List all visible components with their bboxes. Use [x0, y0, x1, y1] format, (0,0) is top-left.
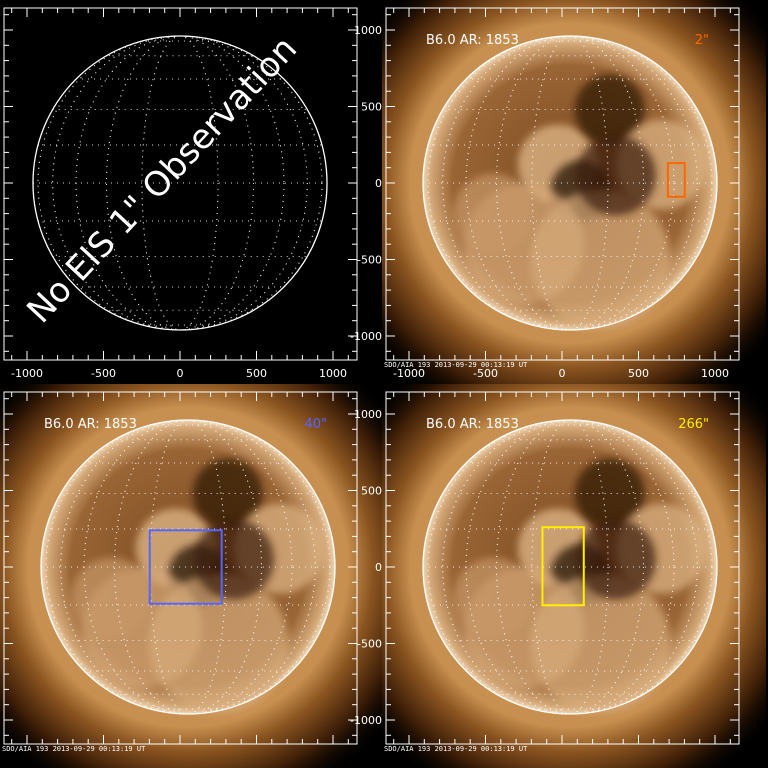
limb-circle [32, 35, 328, 331]
longitude-line [496, 35, 644, 331]
y-tick-label: 0 [375, 177, 382, 190]
image-footer: SDO/AIA 193 2013-09-29 00:13:19 UT [384, 361, 528, 369]
eis-fov-box [666, 162, 686, 198]
y-tick-label: -1000 [350, 330, 382, 343]
eis-fov-box [541, 526, 585, 607]
image-footer: SDO/AIA 193 2013-09-29 00:13:19 UT [384, 745, 528, 753]
no-observation-text: No EIS 1" Observation [19, 29, 305, 331]
x-tick-label: 0 [177, 367, 184, 380]
x-tick-label: -500 [473, 367, 498, 380]
y-tick-label: 1000 [354, 408, 382, 421]
x-tick-label: 1000 [319, 367, 347, 380]
y-tick-label: 1000 [354, 24, 382, 37]
limb-circle [422, 419, 718, 715]
solar-feature [530, 189, 671, 330]
panel-no-eis: -1000 -500 0 500 1000 No EIS 1" Observation [3, 7, 358, 380]
solar-feature [530, 573, 671, 714]
fov-label: 266" [678, 417, 709, 432]
solar-feature [575, 519, 656, 600]
panel-fov-266: 1000 500 0 -500 -1000 B6.0 AR: 1853 266" SDO/AI… [350, 384, 766, 768]
longitude-line [114, 419, 262, 715]
longitude-line [427, 419, 713, 715]
y-tick-label: 0 [375, 561, 382, 574]
active-region-label: B6.0 AR: 1853 [426, 417, 519, 432]
longitude-line [106, 35, 254, 331]
x-tick-label: 500 [246, 367, 267, 380]
y-tick-label: -500 [357, 638, 382, 651]
solar-feature [575, 135, 656, 216]
longitude-line [45, 419, 331, 715]
panel-fov-2: -1000 -500 0 500 1000 1000 500 0 -500 -1000 B6.0 A… [350, 0, 766, 384]
limb-circle [40, 419, 336, 715]
y-tick-label: -500 [357, 254, 382, 267]
sun-image [382, 384, 766, 768]
sun-image [382, 0, 766, 384]
x-tick-label: 1000 [701, 367, 729, 380]
x-tick-label: -500 [91, 367, 116, 380]
active-region-label: B6.0 AR: 1853 [44, 417, 137, 432]
longitude-line [60, 419, 316, 715]
longitude-line [37, 35, 323, 331]
solar-feature [148, 573, 289, 714]
x-tick-label: -1000 [393, 367, 425, 380]
eis-fov-box [148, 529, 223, 605]
image-footer: SDO/AIA 193 2013-09-29 00:13:19 UT [2, 745, 146, 753]
active-region-label: B6.0 AR: 1853 [426, 33, 519, 48]
longitude-line [442, 419, 698, 715]
sun-image [0, 384, 384, 768]
y-tick-label: -1000 [350, 714, 382, 727]
solar-feature [71, 557, 152, 638]
longitude-line [427, 35, 713, 331]
limb-circle [422, 35, 718, 331]
panel-fov-40: B6.0 AR: 1853 40" SDO/AIA 193 2013-09-29 0… [0, 384, 384, 768]
longitude-line [496, 419, 644, 715]
fov-label: 2" [695, 33, 709, 48]
x-tick-label: 0 [559, 367, 566, 380]
solar-feature [453, 173, 534, 254]
x-tick-label: -1000 [11, 367, 43, 380]
longitude-line [52, 35, 308, 331]
y-tick-label: 500 [361, 485, 382, 498]
fov-label: 40" [304, 417, 327, 432]
x-tick-label: 500 [628, 367, 649, 380]
solar-feature [193, 519, 274, 600]
y-tick-label: 500 [361, 101, 382, 114]
solar-feature [453, 557, 534, 638]
longitude-line [442, 35, 698, 331]
